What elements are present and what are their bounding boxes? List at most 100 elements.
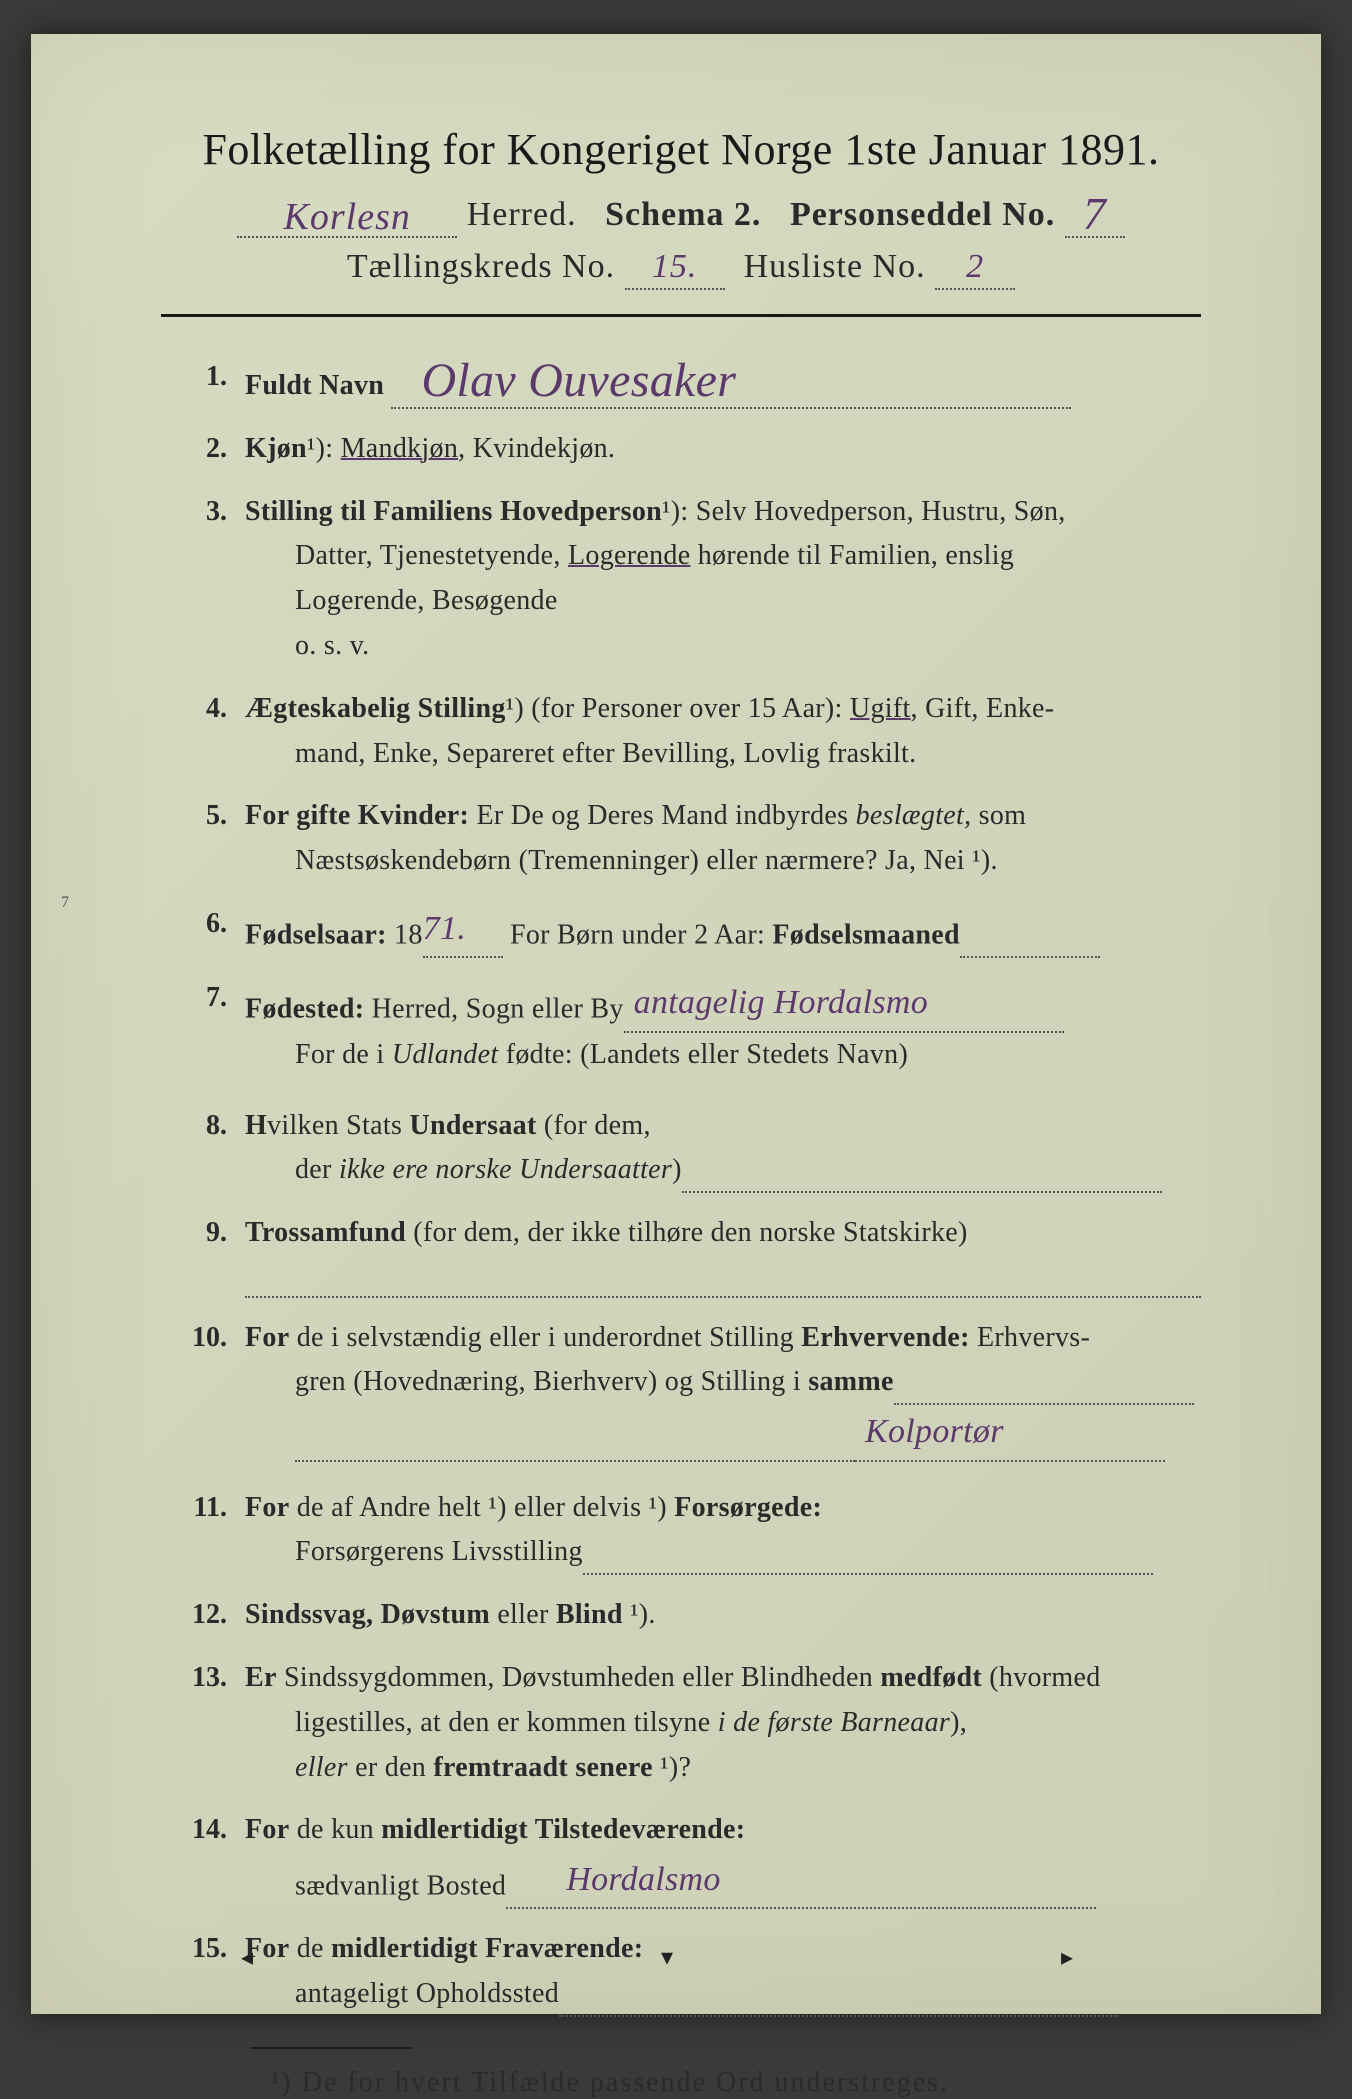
label-trossamfund: Trossamfund [245,1217,406,1248]
label-aegteskab: Ægteskabelig Stilling [245,693,506,724]
option-kvindekjon: , Kvindekjøn. [458,433,615,464]
item-12: 12. Sindssvag, Døvstum eller Blind ¹). [181,1593,1201,1638]
footnote-text: ¹) De for hvert Tilfælde passende Ord un… [161,2067,1201,2099]
item-11: 11. For de af Andre helt ¹) eller delvis… [181,1486,1201,1576]
value-name: Olav Ouvesaker [421,359,736,402]
value-occupation: Kolportør [865,1413,1004,1450]
text: For [245,1492,289,1523]
herred-label: Herred. [467,196,577,233]
text: H [245,1110,267,1141]
label-fuldt-navn: Fuldt Navn [245,370,384,401]
text: ¹): Selv Hovedperson, Hustru, Søn, [662,496,1066,527]
item-number: 12. [181,1593,245,1638]
item-number: 5. [181,794,245,884]
item-number: 9. [181,1211,245,1297]
text: Er De og Deres Mand indbyrdes [469,800,855,831]
text-em: eller [295,1752,348,1783]
kreds-label: Tællingskreds No. [347,248,615,285]
item-5: 5. For gifte Kvinder: Er De og Deres Man… [181,794,1201,884]
text: For Børn under 2 Aar: [503,920,773,951]
text: For [245,1814,289,1845]
form-header: Folketælling for Kongeriget Norge 1ste J… [161,124,1201,290]
item-number: 4. [181,687,245,777]
item-2: 2. Kjøn¹): Mandkjøn, Kvindekjøn. [181,427,1201,472]
text: hørende til Familien, enslig [690,540,1014,571]
value-year: 71. [423,910,466,947]
text: de i selvstændig eller i underordnet Sti… [289,1322,801,1353]
item-9: 9. Trossamfund (for dem, der ikke tilhør… [181,1211,1201,1297]
item-6: 6. Fødselsaar: 1871. For Børn under 2 Aa… [181,902,1201,958]
text: sædvanligt Bosted [295,1871,506,1902]
text: 18 [387,920,423,951]
text: samme [808,1366,893,1397]
text: (for dem, der ikke tilhøre den norske St… [406,1217,968,1248]
text: ¹)? [653,1752,691,1783]
item-number: 1. [181,355,245,409]
form-items: 1. Fuldt Navn Olav Ouvesaker 2. Kjøn¹): … [161,355,1201,2017]
item-number: 11. [181,1486,245,1576]
item-13: 13. Er Sindssygdommen, Døvstumheden elle… [181,1656,1201,1790]
text: gren (Hovednæring, Bierhverv) og Stillin… [295,1366,808,1397]
herred-value: Korlesn [284,200,411,234]
header-line-3: Tællingskreds No. 15. Husliste No. 2 [161,248,1201,290]
item-1: 1. Fuldt Navn Olav Ouvesaker [181,355,1201,409]
text: Logerende, Besøgende [245,579,1201,624]
text: Herred, Sogn eller By [364,994,623,1025]
label-undersaat: Undersaat [409,1110,536,1141]
item-3: 3. Stilling til Familiens Hovedperson¹):… [181,490,1201,669]
item-number: 2. [181,427,245,472]
binding-mark-icon: ◂ [241,1943,253,1972]
text: Er [245,1662,277,1693]
item-number: 10. [181,1316,245,1462]
label-kjon: Kjøn [245,433,307,464]
binding-mark-icon: ▾ [661,1943,673,1972]
text: Datter, Tjenestetyende, [295,540,568,571]
text: vilken Stats [267,1110,409,1141]
census-form-page: 7 Folketælling for Kongeriget Norge 1ste… [31,34,1321,2014]
text: ¹). [623,1599,656,1630]
husliste-label: Husliste No. [744,248,926,285]
label-fodselsaar: Fødselsaar: [245,920,387,951]
label-tilstedevaerende: midlertidigt Tilstedeværende: [381,1814,745,1845]
label-fodested: Fødested: [245,994,364,1025]
text: Næstsøskendebørn (Tremenninger) eller næ… [245,839,1201,884]
main-title: Folketælling for Kongeriget Norge 1ste J… [161,124,1201,175]
text: (hvormed [982,1662,1101,1693]
text-em: i de første Barneaar [718,1707,950,1738]
label-erhvervende: Erhvervende: [801,1322,969,1353]
text: de kun [289,1814,381,1845]
item-number: 14. [181,1808,245,1909]
text: Forsørgerens Livsstilling [295,1536,583,1567]
header-line-2: Korlesn Herred. Schema 2. Personseddel N… [161,189,1201,238]
label-gifte-kvinder: For gifte Kvinder: [245,800,469,831]
text: (for dem, [537,1110,651,1141]
option-ugift: Ugift [850,693,911,724]
text: For de i [295,1039,392,1070]
text: ), [950,1707,967,1738]
item-number: 8. [181,1104,245,1194]
text: de af Andre helt ¹) eller delvis ¹) [289,1492,674,1523]
option-mandkjon: Mandkjøn [341,433,459,464]
kreds-number: 15. [652,248,698,285]
text-em: beslægtet, [856,800,972,831]
binding-mark-icon: ▸ [1061,1943,1073,1972]
text: , Gift, Enke- [911,693,1055,724]
item-8: 8. Hvilken Stats Undersaat (for dem, der… [181,1104,1201,1194]
value-bosted: Hordalsmo [566,1861,720,1898]
text: som [971,800,1026,831]
personseddel-number: 7 [1083,193,1107,234]
text: eller [490,1599,556,1630]
footnote-rule [251,2047,411,2049]
text: Erhvervs- [970,1322,1090,1353]
text: mand, Enke, Separeret efter Bevilling, L… [245,732,1201,777]
text: fødte: (Landets eller Stedets Navn) [498,1039,908,1070]
text: antageligt Opholdssted [295,1978,559,2009]
item-15: 15. For de midlertidigt Fraværende: anta… [181,1927,1201,2017]
label-fodselsmaaned: Fødselsmaaned [772,920,959,951]
header-divider [161,314,1201,317]
text: Sindssygdommen, Døvstumheden eller Blind… [277,1662,881,1693]
item-7: 7. Fødested: Herred, Sogn eller Byantage… [181,976,1201,1077]
label-medfodt: medfødt [880,1662,982,1693]
text: der [295,1154,339,1185]
text: ¹) (for Personer over 15 Aar): [506,693,850,724]
